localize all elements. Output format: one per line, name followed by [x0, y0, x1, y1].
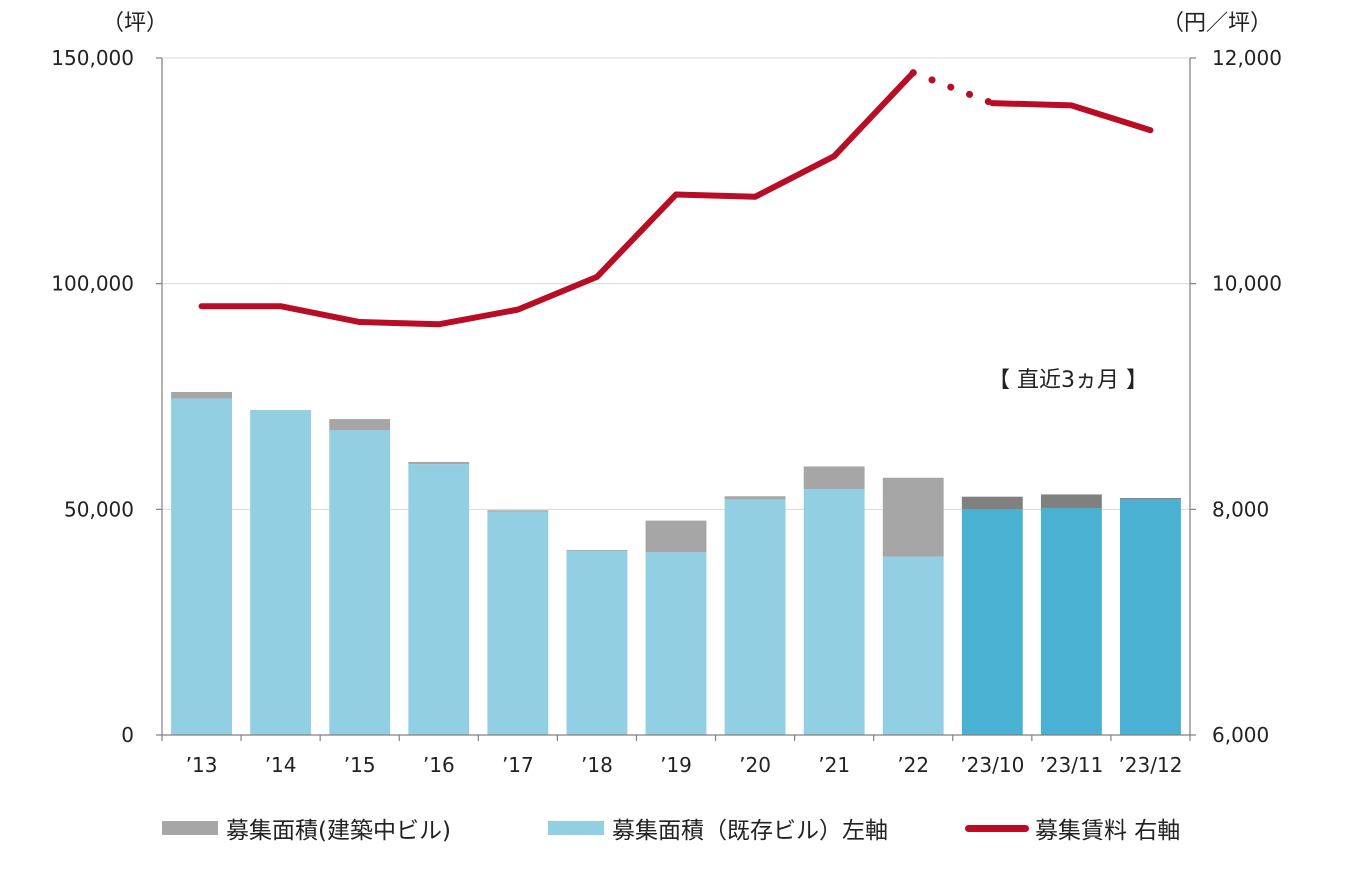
x-tick-label-10: ’23/10: [960, 753, 1024, 777]
grid-lines: [162, 57, 1190, 510]
x-tick-label-9: ’22: [897, 753, 929, 777]
bar-existing-5: [566, 550, 628, 735]
legend-item-construction: 募集面積(建築中ビル): [162, 806, 451, 850]
right-tick-label-0: 6,000: [1212, 723, 1269, 747]
x-tick-label-3: ’16: [423, 753, 455, 777]
left-tick-label-3: 150,000: [51, 46, 134, 70]
recent-3-months-annotation: 【 直近3ヵ月 】: [988, 368, 1148, 393]
x-tick-label-8: ’21: [818, 753, 850, 777]
bar-construction-9: [882, 477, 944, 557]
bar-construction-12: [1120, 498, 1181, 500]
rent-line-dotted: [909, 69, 996, 107]
rent-line-recent: [989, 100, 1154, 134]
bar-construction-8: [803, 466, 865, 490]
legend-item-existing: 募集面積（既存ビル）左軸: [548, 806, 888, 850]
bar-construction-7: [724, 496, 786, 500]
bar-existing-1: [250, 410, 312, 735]
bar-existing-3: [408, 464, 470, 735]
bar-existing-9: [882, 556, 944, 735]
left-tick-label-2: 100,000: [51, 272, 134, 296]
right-tick-label-1: 8,000: [1212, 497, 1269, 521]
bar-existing-2: [329, 430, 391, 735]
bars: [171, 391, 1181, 735]
bar-existing-10: [961, 509, 1023, 735]
x-tick-label-6: ’19: [660, 753, 692, 777]
x-tick-label-12: ’23/12: [1118, 753, 1182, 777]
x-tick-label-11: ’23/11: [1039, 753, 1103, 777]
legend-item-rent: 募集賃料 右軸: [965, 806, 1180, 850]
legend-label-construction: 募集面積(建築中ビル): [226, 818, 451, 844]
bar-existing-11: [1040, 507, 1102, 735]
axes: 0 50,000 100,000 150,000 6,000 8,000 10,000 12,…: [51, 46, 1282, 777]
left-tick-label-1: 50,000: [64, 497, 134, 521]
bar-construction-2: [329, 419, 391, 431]
x-tick-label-0: ’13: [186, 753, 218, 777]
bar-existing-6: [645, 552, 707, 735]
bar-existing-8: [803, 489, 865, 735]
combo-chart: 0 50,000 100,000 150,000 6,000 8,000 10,000 12,…: [51, 11, 1282, 777]
bar-construction-3: [408, 461, 470, 465]
legend-label-existing: 募集面積（既存ビル）左軸: [612, 818, 888, 844]
bar-construction-11: [1040, 494, 1102, 508]
right-tick-label-2: 10,000: [1212, 272, 1282, 296]
bar-existing-0: [171, 398, 232, 735]
bar-construction-4: [487, 510, 549, 512]
x-tick-label-4: ’17: [502, 753, 534, 777]
bar-construction-0: [171, 391, 232, 399]
rent-line: [198, 69, 1154, 328]
left-axis-unit: （坪）: [102, 11, 168, 36]
left-tick-label-0: 0: [121, 723, 134, 747]
bar-existing-7: [724, 499, 786, 735]
legend: 募集面積(建築中ビル) 募集面積（既存ビル）左軸 募集賃料 右軸: [0, 806, 1370, 850]
right-axis-unit: （円／坪）: [1162, 11, 1272, 36]
right-tick-label-3: 12,000: [1212, 46, 1282, 70]
legend-swatch-rent: [965, 824, 1029, 832]
x-tick-label-5: ’18: [581, 753, 613, 777]
x-tick-label-1: ’14: [265, 753, 297, 777]
bar-construction-6: [645, 520, 707, 553]
bar-existing-12: [1120, 499, 1181, 735]
legend-label-rent: 募集賃料 右軸: [1035, 818, 1181, 844]
bar-construction-10: [961, 496, 1023, 510]
x-tick-label-2: ’15: [344, 753, 376, 777]
legend-swatch-existing: [548, 821, 604, 835]
rent-line-annual: [198, 69, 917, 328]
legend-swatch-construction: [162, 821, 218, 835]
bar-construction-5: [566, 549, 628, 551]
bar-existing-4: [487, 511, 549, 735]
x-tick-label-7: ’20: [739, 753, 771, 777]
